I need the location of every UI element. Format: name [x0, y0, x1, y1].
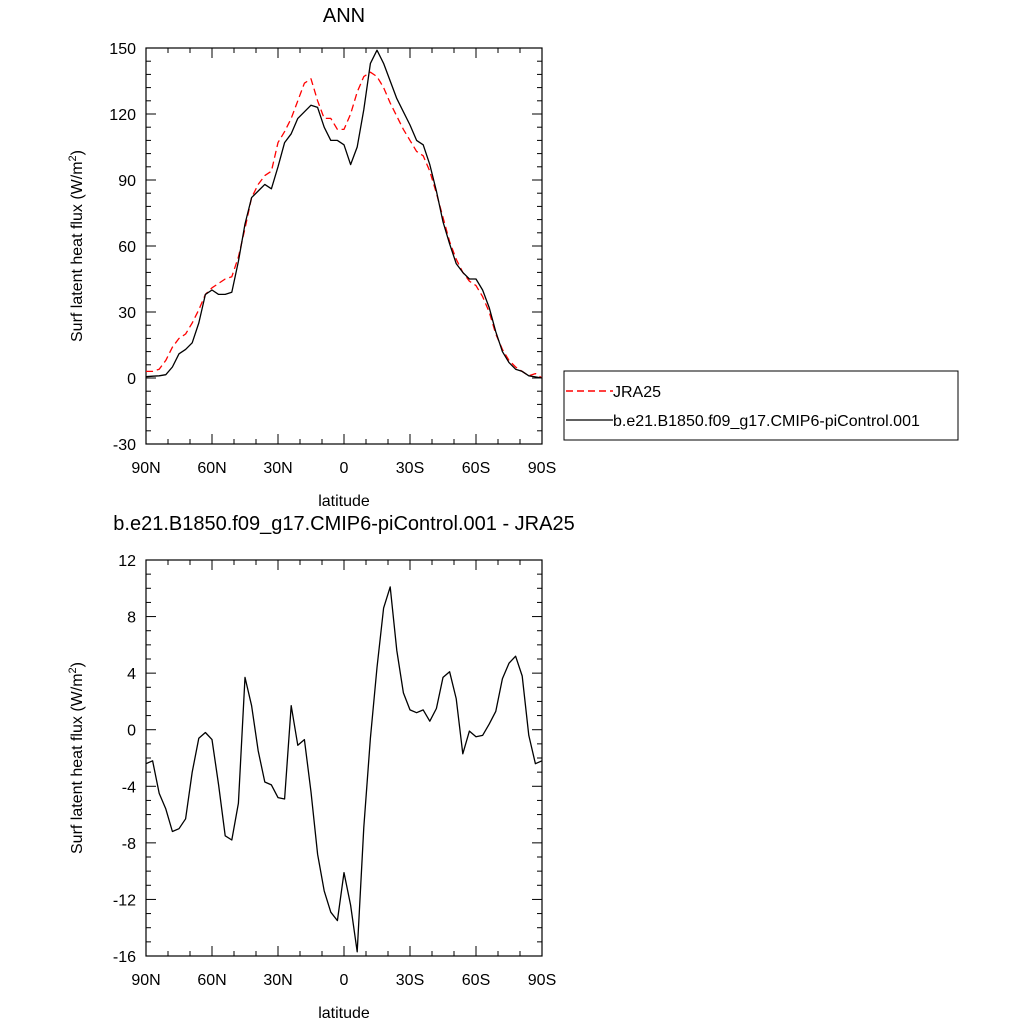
bottom-y-axis-label-tail: ) — [69, 662, 86, 667]
top-plot-area: 90N 60N 30N 0 30S 60S 90S 150 120 90 60 30 0 -30 — [109, 41, 556, 477]
bottom-y-tick-label: -16 — [113, 949, 136, 966]
top-y-tick-label: 60 — [118, 239, 136, 256]
bottom-x-tick-label: 90S — [528, 972, 556, 989]
top-series-jra25 — [146, 71, 543, 379]
top-series-group — [145, 49, 543, 379]
top-y-axis-label-tail: ) — [69, 150, 86, 155]
top-x-tick-label: 90N — [131, 460, 160, 477]
top-y-tick-label: 30 — [118, 305, 136, 322]
bottom-y-tick-label: 4 — [127, 666, 136, 683]
top-y-tick-label: 0 — [127, 371, 136, 388]
bottom-y-tick-label: 12 — [118, 553, 136, 570]
legend: JRA25 b.e21.B1850.f09_g17.CMIP6-piContro… — [563, 370, 959, 441]
bottom-y-tick-label: 0 — [127, 723, 136, 740]
bottom-plot-frame — [145, 559, 543, 957]
top-y-axis-label: Surf latent heat flux (W/m2) — [67, 150, 86, 342]
bottom-series-difference — [145, 586, 543, 953]
top-y-tick-label: 120 — [109, 107, 136, 124]
legend-entry-jra25: JRA25 — [613, 384, 661, 401]
bottom-x-tick-label: 0 — [340, 972, 349, 989]
top-series-b-e21-b1850-f09-g17-cmip6-picontrol-001 — [145, 49, 543, 379]
legend-entry-model: b.e21.B1850.f09_g17.CMIP6-piControl.001 — [613, 413, 920, 430]
bottom-x-tick-label: 90N — [131, 972, 160, 989]
bottom-x-tick-label: 60S — [462, 972, 490, 989]
bottom-x-axis-label: latitude — [318, 1005, 370, 1022]
bottom-y-tick-label: 8 — [127, 610, 136, 627]
top-y-tick-label: 90 — [118, 173, 136, 190]
top-y-axis-label-sup: 2 — [67, 155, 79, 161]
bottom-y-tick-label: -8 — [122, 836, 136, 853]
top-x-tick-label: 60S — [462, 460, 490, 477]
bottom-y-axis-label-main: Surf latent heat flux (W/m — [69, 673, 86, 854]
bottom-x-tick-label: 30S — [396, 972, 424, 989]
bottom-series-group — [145, 586, 543, 953]
bottom-y-axis-label-sup: 2 — [67, 667, 79, 673]
top-panel: ANN 90N 60N 30N 0 30S 60S 90S1501209060300-30 … — [67, 5, 556, 510]
top-y-axis-label-main: Surf latent heat flux (W/m — [69, 161, 86, 342]
top-x-tick-label: 90S — [528, 460, 556, 477]
top-x-tick-label: 60N — [197, 460, 226, 477]
top-x-tick-label: 30N — [263, 460, 292, 477]
bottom-panel: b.e21.B1850.f09_g17.CMIP6-piControl.001 … — [67, 513, 575, 1022]
bottom-x-tick-label: 60N — [197, 972, 226, 989]
bottom-y-axis-label: Surf latent heat flux (W/m2) — [67, 662, 86, 854]
bottom-y-tick-label: -4 — [122, 779, 136, 796]
top-x-tick-label: 0 — [340, 460, 349, 477]
bottom-x-tick-label: 30N — [263, 972, 292, 989]
top-chart-title: ANN — [323, 5, 365, 27]
top-x-tick-label: 30S — [396, 460, 424, 477]
top-y-tick-label: -30 — [113, 437, 136, 454]
bottom-y-tick-label: -12 — [113, 892, 136, 909]
top-y-tick-label: 150 — [109, 41, 136, 58]
top-plot-frame — [145, 47, 543, 445]
bottom-chart-title: b.e21.B1850.f09_g17.CMIP6-piControl.001 … — [113, 513, 574, 535]
top-x-axis-label: latitude — [318, 493, 370, 510]
legend-box — [563, 370, 959, 441]
bottom-plot-area: 90N 60N 30N 0 30S 60S 90S 12 8 4 0 -4 -8 -12 -16 — [113, 553, 556, 989]
